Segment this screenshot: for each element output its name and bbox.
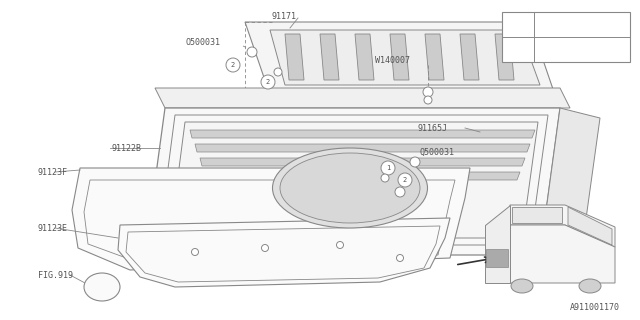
Polygon shape (158, 115, 548, 245)
Circle shape (262, 244, 269, 252)
Polygon shape (485, 205, 510, 283)
Ellipse shape (273, 148, 428, 228)
Polygon shape (190, 130, 535, 138)
Polygon shape (170, 122, 538, 238)
Circle shape (511, 18, 525, 31)
Text: 1: 1 (386, 165, 390, 171)
Text: 2: 2 (403, 177, 407, 183)
Text: 91165J: 91165J (418, 124, 448, 132)
Text: Q500031: Q500031 (420, 148, 455, 156)
Polygon shape (320, 34, 339, 80)
Polygon shape (285, 34, 304, 80)
Ellipse shape (579, 279, 601, 293)
Text: 91123E: 91123E (38, 223, 68, 233)
Bar (502, 12, 630, 62)
Circle shape (395, 187, 405, 197)
Polygon shape (460, 34, 479, 80)
Text: 1: 1 (516, 20, 520, 29)
Circle shape (397, 254, 403, 261)
Polygon shape (355, 34, 374, 80)
Circle shape (423, 87, 433, 97)
Polygon shape (245, 22, 555, 95)
Circle shape (410, 157, 420, 167)
Ellipse shape (511, 279, 533, 293)
Circle shape (381, 174, 389, 182)
Polygon shape (510, 205, 615, 247)
Text: FIG.919: FIG.919 (38, 270, 73, 279)
Circle shape (337, 242, 344, 249)
Circle shape (191, 249, 198, 255)
Polygon shape (425, 34, 444, 80)
Polygon shape (145, 108, 560, 255)
Text: 91171: 91171 (272, 12, 297, 20)
Polygon shape (512, 207, 562, 223)
Text: 91122B: 91122B (112, 143, 142, 153)
Polygon shape (270, 30, 540, 85)
Circle shape (274, 68, 282, 76)
Ellipse shape (280, 153, 420, 223)
Circle shape (261, 75, 275, 89)
Circle shape (511, 43, 525, 57)
Bar (486, 249, 508, 267)
Circle shape (398, 173, 412, 187)
Polygon shape (72, 168, 470, 270)
Text: 2: 2 (231, 62, 235, 68)
Circle shape (247, 47, 257, 57)
Text: W140007: W140007 (375, 55, 410, 65)
Text: W130013: W130013 (547, 20, 584, 29)
Text: 2: 2 (266, 79, 270, 85)
Text: 2: 2 (516, 45, 520, 54)
Text: 91122E: 91122E (547, 45, 579, 54)
Ellipse shape (84, 273, 120, 301)
Polygon shape (155, 88, 570, 108)
Polygon shape (205, 172, 520, 180)
Polygon shape (495, 34, 514, 80)
Polygon shape (540, 108, 600, 262)
Circle shape (381, 161, 395, 175)
Circle shape (226, 58, 240, 72)
Polygon shape (390, 34, 409, 80)
Text: O500031: O500031 (185, 37, 220, 46)
Polygon shape (118, 218, 450, 287)
Circle shape (424, 96, 432, 104)
Text: A911001170: A911001170 (570, 303, 620, 312)
Polygon shape (195, 144, 530, 152)
Polygon shape (84, 180, 455, 263)
Polygon shape (200, 158, 525, 166)
Polygon shape (126, 226, 440, 282)
Polygon shape (568, 207, 612, 245)
Polygon shape (510, 225, 615, 283)
Text: 91123F: 91123F (38, 167, 68, 177)
